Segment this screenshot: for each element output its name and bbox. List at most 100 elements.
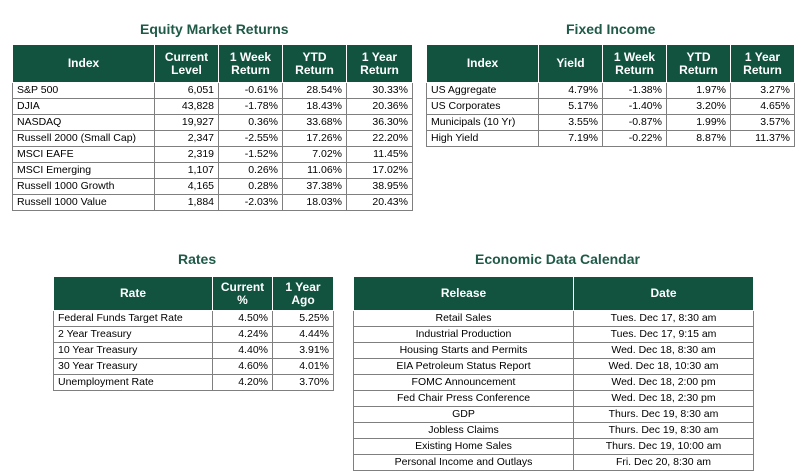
index-name: Russell 2000 (Small Cap) [12, 130, 155, 147]
ytd-return: 18.03% [282, 194, 347, 211]
year-ago-rate: 4.44% [272, 326, 334, 343]
yield: 4.79% [538, 82, 603, 99]
rate-name: Federal Funds Target Rate [53, 310, 213, 327]
release-name: EIA Petroleum Status Report [353, 358, 574, 375]
year-ago-rate: 5.25% [272, 310, 334, 327]
release-date: Tues. Dec 17, 9:15 am [573, 326, 754, 343]
table-row: Industrial Production Tues. Dec 17, 9:15 … [353, 326, 754, 343]
release-name: Industrial Production [353, 326, 574, 343]
week-return: -1.52% [218, 146, 283, 163]
rates-title: Rates [178, 251, 217, 267]
table-row: FOMC Announcement Wed. Dec 18, 2:00 pm [353, 374, 754, 391]
table-row: Russell 1000 Growth 4,165 0.28% 37.38% 38.95… [12, 178, 413, 195]
current-rate: 4.60% [212, 358, 273, 375]
index-name: NASDAQ [12, 114, 155, 131]
ytd-return: 18.43% [282, 98, 347, 115]
ytd-return: 28.54% [282, 82, 347, 99]
current-level: 6,051 [154, 82, 219, 99]
ytd-return: 7.02% [282, 146, 347, 163]
yield: 7.19% [538, 130, 603, 147]
fixed-income-table: Index Yield 1 Week Return YTD Return 1 Y… [426, 44, 795, 147]
index-name: MSCI Emerging [12, 162, 155, 179]
release-name: Existing Home Sales [353, 438, 574, 455]
table-row: Russell 2000 (Small Cap) 2,347 -2.55% 17.26… [12, 130, 413, 147]
ytd-return: 1.99% [666, 114, 731, 131]
release-name: Jobless Claims [353, 422, 574, 439]
table-row: High Yield 7.19% -0.22% 8.87% 11.37% [426, 130, 795, 147]
year-return: 38.95% [346, 178, 413, 195]
week-return: -2.03% [218, 194, 283, 211]
index-name: Russell 1000 Value [12, 194, 155, 211]
year-return: 20.36% [346, 98, 413, 115]
rates-header-current: Current % [212, 276, 273, 311]
release-date: Thurs. Dec 19, 8:30 am [573, 406, 754, 423]
current-rate: 4.50% [212, 310, 273, 327]
year-return: 17.02% [346, 162, 413, 179]
release-name: Personal Income and Outlays [353, 454, 574, 471]
fixed-header-yield: Yield [538, 44, 603, 83]
current-rate: 4.20% [212, 374, 273, 391]
release-date: Tues. Dec 17, 8:30 am [573, 310, 754, 327]
fixed-income-title: Fixed Income [566, 21, 656, 37]
release-date: Fri. Dec 20, 8:30 am [573, 454, 754, 471]
rates-table: Rate Current % 1 Year Ago Federal Funds … [53, 276, 334, 391]
index-name: High Yield [426, 130, 539, 147]
equity-table: Index Current Level 1 Week Return YTD Re… [12, 44, 413, 211]
rate-name: 2 Year Treasury [53, 326, 213, 343]
index-name: US Aggregate [426, 82, 539, 99]
release-name: FOMC Announcement [353, 374, 574, 391]
year-return: 3.27% [730, 82, 795, 99]
year-return: 11.37% [730, 130, 795, 147]
week-return: -1.40% [602, 98, 667, 115]
release-date: Thurs. Dec 19, 8:30 am [573, 422, 754, 439]
table-row: Fed Chair Press Conference Wed. Dec 18, 2… [353, 390, 754, 407]
current-level: 19,927 [154, 114, 219, 131]
table-row: Unemployment Rate 4.20% 3.70% [53, 374, 334, 391]
ytd-return: 8.87% [666, 130, 731, 147]
table-row: Housing Starts and Permits Wed. Dec 18, 8… [353, 342, 754, 359]
table-row: Personal Income and Outlays Fri. Dec 20, … [353, 454, 754, 471]
current-level: 43,828 [154, 98, 219, 115]
index-name: US Corporates [426, 98, 539, 115]
index-name: Municipals (10 Yr) [426, 114, 539, 131]
release-name: Retail Sales [353, 310, 574, 327]
ytd-return: 3.20% [666, 98, 731, 115]
week-return: 0.36% [218, 114, 283, 131]
fixed-header-index: Index [426, 44, 539, 83]
table-row: Existing Home Sales Thurs. Dec 19, 10:00 … [353, 438, 754, 455]
week-return: -1.78% [218, 98, 283, 115]
ytd-return: 1.97% [666, 82, 731, 99]
ytd-return: 37.38% [282, 178, 347, 195]
calendar-title: Economic Data Calendar [475, 251, 640, 267]
table-row: MSCI EAFE 2,319 -1.52% 7.02% 11.45% [12, 146, 413, 163]
index-name: S&P 500 [12, 82, 155, 99]
current-level: 2,347 [154, 130, 219, 147]
table-row: GDP Thurs. Dec 19, 8:30 am [353, 406, 754, 423]
calendar-header-date: Date [573, 276, 754, 311]
equity-title: Equity Market Returns [140, 21, 289, 37]
current-rate: 4.24% [212, 326, 273, 343]
year-return: 22.20% [346, 130, 413, 147]
index-name: MSCI EAFE [12, 146, 155, 163]
year-return: 4.65% [730, 98, 795, 115]
fixed-header-week: 1 Week Return [602, 44, 667, 83]
equity-header-ytd: YTD Return [282, 44, 347, 83]
table-row: US Corporates 5.17% -1.40% 3.20% 4.65% [426, 98, 795, 115]
current-rate: 4.40% [212, 342, 273, 359]
current-level: 1,884 [154, 194, 219, 211]
calendar-header-release: Release [353, 276, 574, 311]
table-row: Municipals (10 Yr) 3.55% -0.87% 1.99% 3.57% [426, 114, 795, 131]
fixed-header-year: 1 Year Return [730, 44, 795, 83]
release-name: Fed Chair Press Conference [353, 390, 574, 407]
table-row: Russell 1000 Value 1,884 -2.03% 18.03% 20.43… [12, 194, 413, 211]
yield: 5.17% [538, 98, 603, 115]
release-date: Wed. Dec 18, 2:30 pm [573, 390, 754, 407]
current-level: 1,107 [154, 162, 219, 179]
release-date: Wed. Dec 18, 8:30 am [573, 342, 754, 359]
current-level: 2,319 [154, 146, 219, 163]
equity-header-index: Index [12, 44, 155, 83]
week-return: -1.38% [602, 82, 667, 99]
table-row: EIA Petroleum Status Report Wed. Dec 18, … [353, 358, 754, 375]
week-return: -0.22% [602, 130, 667, 147]
table-row: Federal Funds Target Rate 4.50% 5.25% [53, 310, 334, 327]
